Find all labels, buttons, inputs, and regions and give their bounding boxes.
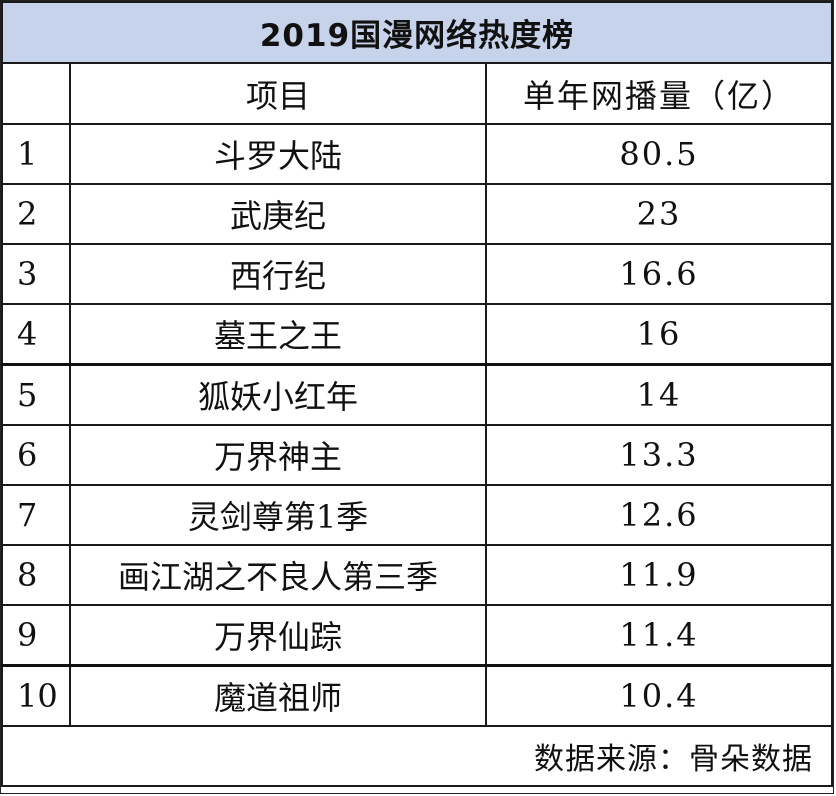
table-row: 7 灵剑尊第1季 12.6 xyxy=(1,484,833,546)
name-cell: 狐妖小红年 xyxy=(69,363,487,426)
title-row: 2019国漫网络热度榜 xyxy=(1,1,833,64)
table-row: 9 万界仙踪 11.4 xyxy=(1,604,833,667)
rank-cell: 10 xyxy=(1,664,71,727)
header-row: 项目 单年网播量（亿） xyxy=(1,62,833,125)
value-cell: 23 xyxy=(485,183,833,245)
value-cell: 13.3 xyxy=(485,424,833,486)
rank-cell: 9 xyxy=(1,604,71,667)
rank-cell: 8 xyxy=(1,544,71,606)
rank-cell: 3 xyxy=(1,243,71,305)
rank-cell: 1 xyxy=(1,123,71,185)
source-note: 数据来源：骨朵数据 xyxy=(1,725,833,787)
rank-cell: 5 xyxy=(1,363,71,426)
rank-cell: 4 xyxy=(1,303,71,366)
table-row: 1 斗罗大陆 80.5 xyxy=(1,123,833,185)
name-cell: 西行纪 xyxy=(69,243,487,305)
table-row: 6 万界神主 13.3 xyxy=(1,424,833,486)
value-cell: 16 xyxy=(485,303,833,366)
rank-cell: 6 xyxy=(1,424,71,486)
name-cell: 墓王之王 xyxy=(69,303,487,366)
table-row: 4 墓王之王 16 xyxy=(1,303,833,366)
rank-cell: 2 xyxy=(1,183,71,245)
value-cell: 10.4 xyxy=(485,664,833,727)
value-cell: 16.6 xyxy=(485,243,833,305)
value-cell: 11.4 xyxy=(485,604,833,667)
name-cell: 万界仙踪 xyxy=(69,604,487,667)
source-row: 数据来源：骨朵数据 xyxy=(1,725,833,787)
value-cell: 80.5 xyxy=(485,123,833,185)
header-item: 项目 xyxy=(69,62,487,125)
table-row: 10 魔道祖师 10.4 xyxy=(1,664,833,727)
value-cell: 14 xyxy=(485,363,833,426)
table-row: 2 武庚纪 23 xyxy=(1,183,833,245)
table-row: 5 狐妖小红年 14 xyxy=(1,363,833,426)
header-value: 单年网播量（亿） xyxy=(485,62,833,125)
name-cell: 画江湖之不良人第三季 xyxy=(69,544,487,606)
table-title: 2019国漫网络热度榜 xyxy=(1,1,833,64)
rank-cell: 7 xyxy=(1,484,71,546)
value-cell: 12.6 xyxy=(485,484,833,546)
name-cell: 魔道祖师 xyxy=(69,664,487,727)
table-row: 3 西行纪 16.6 xyxy=(1,243,833,305)
name-cell: 武庚纪 xyxy=(69,183,487,245)
table-row: 8 画江湖之不良人第三季 11.9 xyxy=(1,544,833,606)
name-cell: 斗罗大陆 xyxy=(69,123,487,185)
name-cell: 灵剑尊第1季 xyxy=(69,484,487,546)
value-cell: 11.9 xyxy=(485,544,833,606)
header-rank xyxy=(1,62,71,125)
name-cell: 万界神主 xyxy=(69,424,487,486)
